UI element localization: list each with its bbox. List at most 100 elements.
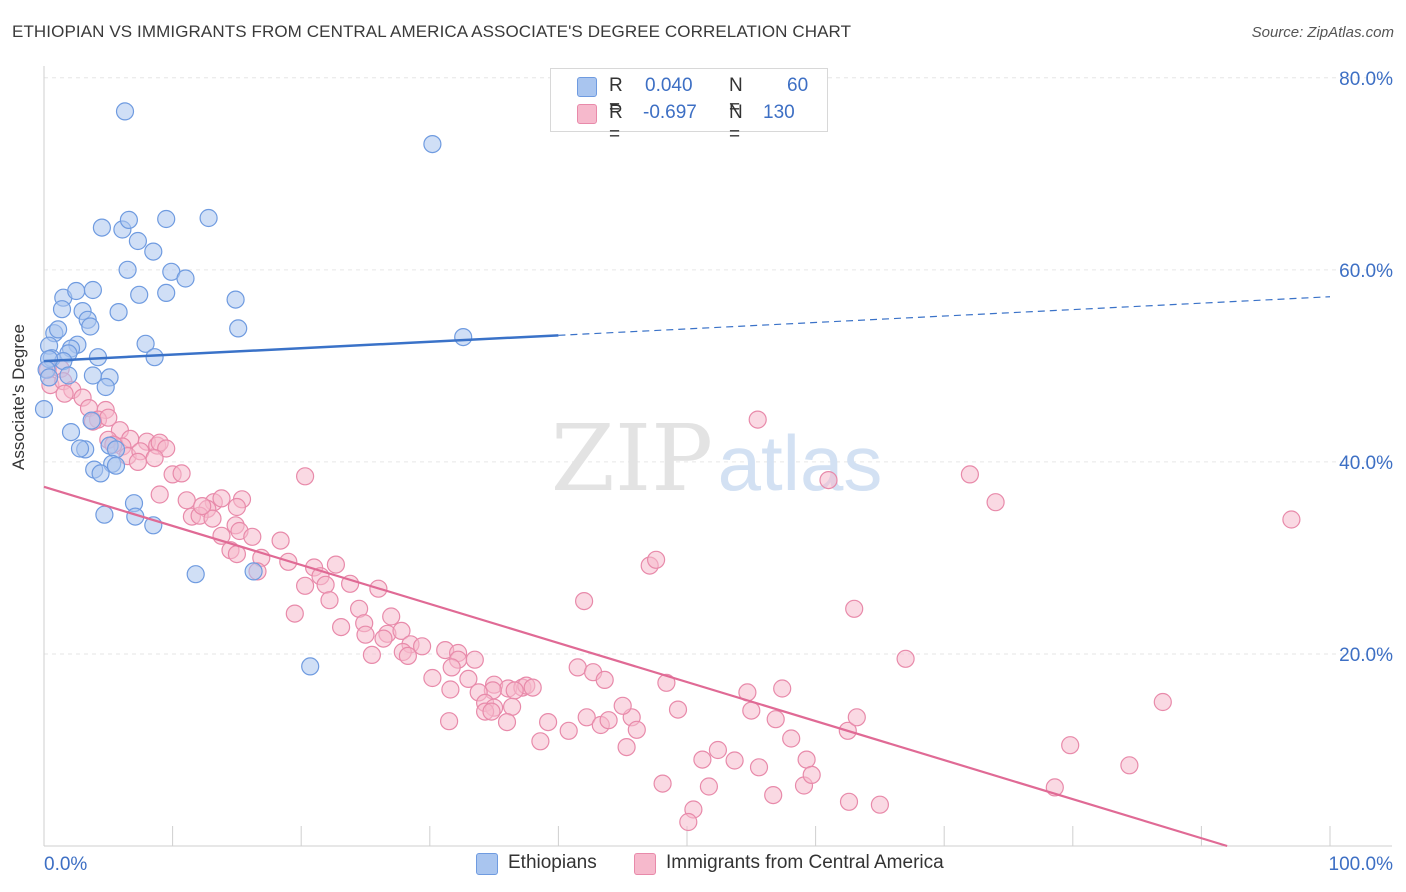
blue-data-point bbox=[82, 411, 101, 430]
blue-data-point bbox=[70, 439, 90, 458]
pink-data-point bbox=[531, 732, 550, 751]
blue-series-points bbox=[34, 102, 473, 676]
pink-data-point bbox=[595, 670, 614, 690]
pink-data-point bbox=[442, 658, 461, 677]
pink-data-point bbox=[725, 751, 744, 770]
blue-data-point bbox=[81, 317, 100, 336]
blue-data-point bbox=[199, 208, 218, 228]
blue-data-point bbox=[61, 423, 81, 442]
blue-data-point bbox=[145, 348, 164, 367]
pink-data-point bbox=[55, 384, 74, 403]
pink-data-point bbox=[362, 645, 381, 665]
pink-trend-line bbox=[43, 485, 1228, 848]
pink-data-point bbox=[748, 410, 767, 429]
pink-data-point bbox=[316, 575, 335, 594]
pink-data-point bbox=[668, 700, 688, 719]
pink-data-point bbox=[271, 531, 290, 550]
legend-n-label: N = bbox=[729, 75, 743, 118]
pink-data-point bbox=[465, 650, 484, 669]
blue-data-point bbox=[157, 283, 176, 302]
pink-data-point bbox=[599, 711, 618, 730]
pink-data-point bbox=[577, 708, 596, 727]
pink-data-point bbox=[227, 497, 246, 517]
pink-data-point bbox=[646, 550, 666, 569]
pink-data-point bbox=[653, 774, 672, 793]
series-legend: Ethiopians Immigrants from Central Ameri… bbox=[0, 852, 1406, 878]
chart-title: ETHIOPIAN VS IMMIGRANTS FROM CENTRAL AME… bbox=[12, 22, 852, 41]
y-tick-label: 60.0% bbox=[1339, 261, 1393, 282]
source-label: Source: bbox=[1251, 24, 1304, 41]
source-value: ZipAtlas.com bbox=[1307, 24, 1394, 41]
pink-data-point bbox=[1061, 736, 1080, 755]
pink-data-point bbox=[497, 712, 517, 732]
pink-data-point bbox=[212, 489, 231, 508]
pink-data-point bbox=[320, 591, 339, 610]
pink-data-point bbox=[172, 464, 191, 483]
blue-data-point bbox=[157, 209, 176, 229]
pink-data-point bbox=[708, 740, 728, 760]
blue-data-point bbox=[48, 320, 68, 339]
blue-data-point bbox=[52, 300, 72, 319]
pink-data-point bbox=[839, 792, 859, 811]
pink-data-point bbox=[440, 712, 459, 731]
pink-data-point bbox=[374, 629, 393, 648]
blue-data-point bbox=[136, 334, 155, 353]
legend-swatch-pink bbox=[634, 853, 656, 875]
pink-data-point bbox=[285, 604, 304, 623]
y-tick-label: 20.0% bbox=[1339, 645, 1393, 666]
pink-data-point bbox=[423, 668, 442, 688]
pink-data-point bbox=[896, 649, 915, 668]
blue-data-point bbox=[454, 328, 473, 347]
pink-data-point bbox=[505, 681, 524, 700]
blue-data-point bbox=[423, 135, 442, 154]
watermark-atlas: atlas bbox=[718, 419, 883, 507]
blue-data-point bbox=[176, 269, 195, 288]
pink-data-point bbox=[693, 750, 712, 769]
legend-n-value: 60 bbox=[787, 75, 809, 96]
legend-swatch-pink bbox=[577, 104, 597, 124]
pink-data-point bbox=[145, 449, 164, 468]
pink-data-point bbox=[1153, 692, 1172, 712]
legend-n-value: 130 bbox=[763, 102, 795, 123]
pink-data-point bbox=[870, 795, 890, 814]
pink-data-point bbox=[568, 658, 587, 677]
pink-data-point bbox=[782, 729, 801, 748]
pink-data-point bbox=[617, 737, 636, 757]
blue-data-point bbox=[119, 210, 138, 229]
legend-r-value: 0.040 bbox=[645, 75, 693, 96]
pink-data-point bbox=[802, 765, 821, 785]
pink-data-point bbox=[398, 646, 417, 666]
blue-data-point bbox=[186, 565, 205, 584]
watermark-zip: ZIP bbox=[551, 405, 713, 512]
legend-swatch-blue bbox=[476, 853, 498, 875]
pink-data-point bbox=[766, 710, 785, 729]
legend-label: Immigrants from Central America bbox=[666, 852, 944, 873]
pink-data-point bbox=[627, 720, 646, 739]
pink-data-point bbox=[819, 471, 838, 490]
legend-r-label: R = bbox=[609, 102, 623, 145]
blue-data-point bbox=[39, 368, 59, 387]
pink-data-point bbox=[441, 680, 460, 699]
blue-data-point bbox=[34, 400, 54, 419]
blue-data-point bbox=[109, 303, 128, 322]
pink-data-point bbox=[177, 491, 196, 510]
pink-data-point bbox=[356, 625, 375, 644]
pink-data-point bbox=[413, 637, 432, 656]
blue-trend-extension bbox=[558, 296, 1331, 336]
pink-data-point bbox=[1282, 510, 1301, 529]
blue-data-point bbox=[59, 366, 78, 385]
pink-data-point bbox=[332, 617, 351, 637]
pink-data-point bbox=[150, 485, 169, 504]
source-note: Source: ZipAtlas.com bbox=[1252, 24, 1394, 41]
pink-data-point bbox=[459, 669, 478, 689]
watermark: ZIP atlas bbox=[551, 405, 882, 512]
legend-r-value: -0.697 bbox=[643, 102, 697, 123]
pink-data-point bbox=[128, 452, 147, 471]
blue-data-point bbox=[92, 218, 112, 237]
pink-data-point bbox=[559, 721, 578, 740]
pink-data-point bbox=[193, 497, 212, 516]
blue-data-point bbox=[144, 242, 163, 261]
blue-data-point bbox=[244, 562, 263, 581]
legend-r-label: R = bbox=[609, 75, 623, 118]
